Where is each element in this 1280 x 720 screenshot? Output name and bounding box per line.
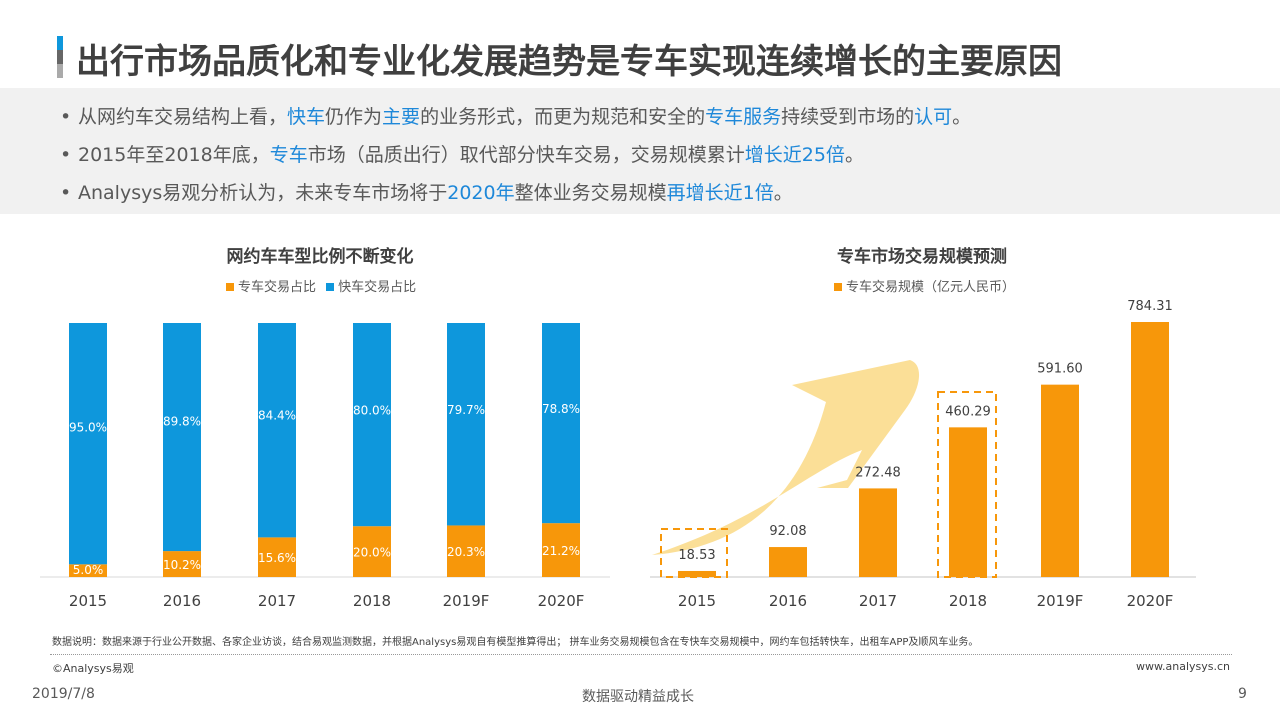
copyright: ©Analysys易观 — [52, 662, 134, 675]
bullet-text: 持续受到市场的 — [781, 106, 915, 128]
right-chart-legend: 专车交易规模（亿元人民币） — [828, 276, 1015, 295]
x-tick-2020F: 2020F — [1127, 592, 1174, 610]
bullet-text: 从网约车交易结构上看， — [78, 106, 288, 128]
summary-bullets: • 从网约车交易结构上看，快车仍作为主要的业务形式，而更为规范和安全的专车服务持续… — [0, 88, 1280, 214]
bullet-dot: • — [60, 182, 72, 204]
highlight-text: 专车服务 — [705, 106, 782, 128]
x-tick-2020F: 2020F — [538, 592, 585, 610]
data-label-1-2018: 80.0% — [353, 403, 391, 417]
highlight-box-2015 — [660, 528, 728, 578]
x-tick-2016: 2016 — [769, 592, 807, 610]
page-number: 9 — [1238, 686, 1247, 702]
x-tick-2015: 2015 — [69, 592, 107, 610]
bar-scale-2020F — [1131, 322, 1169, 577]
bar-scale-2017 — [859, 488, 897, 577]
data-label-1-2015: 95.0% — [69, 421, 107, 435]
bullet-text: 。 — [773, 182, 793, 204]
data-note: 数据说明：数据来源于行业公开数据、各家企业访谈，结合易观监测数据，并根据Anal… — [52, 637, 979, 648]
data-label-0-2017: 15.6% — [258, 551, 296, 565]
legend-label-zhuanche: 专车交易占比 — [238, 280, 317, 295]
data-label-0-2018: 20.0% — [353, 546, 391, 560]
highlight-text: 增长近25倍 — [744, 144, 845, 166]
bar-专车交易占比-2019F — [447, 525, 485, 577]
data-label-2019F: 591.60 — [1037, 362, 1083, 377]
x-tick-2019F: 2019F — [1037, 592, 1084, 610]
data-label-1-2019F: 79.7% — [447, 403, 485, 417]
data-label-2015: 18.53 — [678, 548, 715, 563]
divider — [50, 654, 1232, 655]
bar-快车交易占比-2018 — [353, 323, 391, 527]
x-tick-2015: 2015 — [678, 592, 716, 610]
bullet-text: 。 — [844, 144, 864, 166]
highlight-text: 主要 — [382, 106, 421, 128]
bar-快车交易占比-2017 — [258, 323, 296, 538]
highlight-text: 认可 — [914, 106, 953, 128]
data-label-0-2020F: 21.2% — [542, 544, 580, 558]
x-tick-2016: 2016 — [163, 592, 201, 610]
bar-专车交易占比-2020F — [542, 523, 580, 577]
bar-专车交易占比-2015 — [69, 564, 107, 577]
bar-专车交易占比-2016 — [163, 551, 201, 577]
x-tick-2018: 2018 — [353, 592, 391, 610]
bullet-3: • Analysys易观分析认为，未来专车市场将于2020年整体业务交易规模再增长… — [60, 174, 1280, 212]
data-label-0-2015: 5.0% — [73, 563, 104, 577]
data-label-2017: 272.48 — [855, 465, 901, 480]
bullet-text: 的业务形式，而更为规范和安全的 — [420, 106, 706, 128]
left-chart-title: 网约车车型比例不断变化 — [226, 247, 414, 267]
bullet-text: 。 — [952, 106, 972, 128]
legend-label-scale: 专车交易规模（亿元人民币） — [846, 280, 1016, 295]
x-tick-2018: 2018 — [949, 592, 987, 610]
x-tick-2017: 2017 — [859, 592, 897, 610]
bar-快车交易占比-2016 — [163, 323, 201, 552]
bar-scale-2015 — [678, 570, 716, 577]
data-label-1-2017: 84.4% — [258, 408, 296, 422]
data-label-1-2016: 89.8% — [163, 415, 201, 429]
bar-快车交易占比-2020F — [542, 323, 580, 524]
legend-swatch-scale — [834, 283, 842, 291]
highlight-text: 专车 — [269, 144, 308, 166]
highlight-box-2018 — [937, 391, 997, 578]
x-tick-2017: 2017 — [258, 592, 296, 610]
data-label-2018: 460.29 — [945, 404, 991, 419]
highlight-text: 2020年 — [447, 182, 515, 204]
bullet-text: Analysys易观分析认为，未来专车市场将于 — [78, 182, 448, 204]
bullet-2: • 2015年至2018年底，专车市场（品质出行）取代部分快车交易，交易规模累计增… — [60, 136, 1280, 174]
slogan: 数据驱动精益成长 — [582, 689, 694, 705]
bar-scale-2019F — [1041, 384, 1079, 577]
data-label-1-2020F: 78.8% — [542, 402, 580, 416]
data-label-2020F: 784.31 — [1127, 299, 1173, 314]
bar-快车交易占比-2015 — [69, 323, 107, 565]
title-accent-bar — [57, 36, 63, 78]
data-label-0-2019F: 20.3% — [447, 545, 485, 559]
left-chart-legend: 专车交易占比 快车交易占比 — [220, 276, 416, 295]
bullet-dot: • — [60, 106, 72, 128]
bar-scale-2016 — [769, 547, 807, 577]
bullet-text: 市场（品质出行）取代部分快车交易，交易规模累计 — [307, 144, 745, 166]
legend-swatch-zhuanche — [226, 283, 234, 291]
page-title: 出行市场品质化和专业化发展趋势是专车实现连续增长的主要原因 — [76, 42, 1062, 82]
bar-专车交易占比-2018 — [353, 526, 391, 577]
highlight-text: 再增长近1倍 — [666, 182, 774, 204]
highlight-text: 快车 — [287, 106, 326, 128]
bullet-text: 仍作为 — [325, 106, 383, 128]
bullet-text: 整体业务交易规模 — [514, 182, 667, 204]
legend-label-kuaiche: 快车交易占比 — [338, 280, 417, 295]
growth-arrow — [652, 360, 920, 555]
website: www.analysys.cn — [1136, 660, 1230, 673]
bar-专车交易占比-2017 — [258, 537, 296, 577]
right-chart-title: 专车市场交易规模预测 — [837, 247, 1007, 267]
bullet-dot: • — [60, 144, 72, 166]
bar-scale-2018 — [949, 427, 987, 577]
bullet-1: • 从网约车交易结构上看，快车仍作为主要的业务形式，而更为规范和安全的专车服务持续… — [60, 98, 1280, 136]
bar-快车交易占比-2019F — [447, 323, 485, 526]
date: 2019/7/8 — [32, 686, 95, 702]
x-tick-2019F: 2019F — [443, 592, 490, 610]
data-label-0-2016: 10.2% — [163, 558, 201, 572]
legend-swatch-kuaiche — [326, 283, 335, 291]
data-label-2016: 92.08 — [769, 524, 806, 539]
bullet-text: 2015年至2018年底， — [78, 144, 270, 166]
